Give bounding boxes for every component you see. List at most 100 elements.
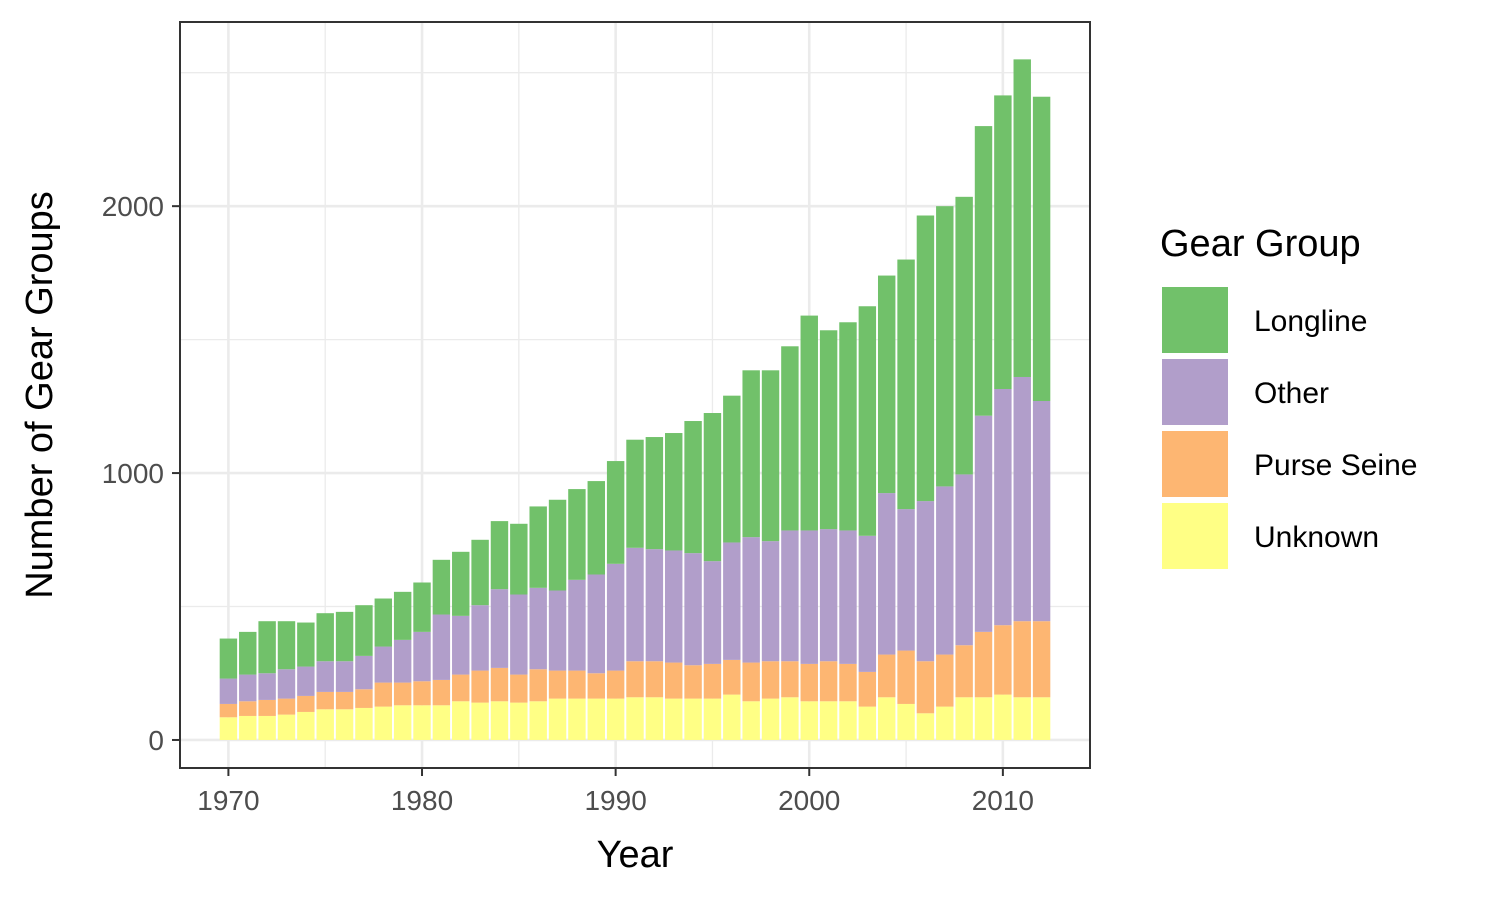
y-axis-title: Number of Gear Groups [19,191,61,599]
bar-segment-unknown [742,701,760,740]
bar-segment-other [355,655,373,690]
bar-segment-unknown [703,698,722,740]
bar-segment-unknown [781,697,799,740]
bar-segment-other [877,493,896,655]
bar-segment-longline [529,506,547,588]
bar-segment-longline [471,539,489,606]
bar-segment-other [742,537,760,663]
bar-segment-unknown [1013,697,1031,740]
bar-segment-other [393,639,412,683]
x-tick-label: 1990 [584,785,646,816]
bar-segment-other [239,674,257,702]
bar-segment-purse-seine [219,703,238,718]
bar-segment-longline [393,591,412,640]
bar-segment-purse-seine [877,654,896,698]
bar-segment-unknown [277,714,296,740]
bar-segment-other [1013,376,1031,622]
bar-segment-longline [665,433,683,551]
y-axis: 0 1000 2000 [102,191,180,756]
bar-segment-purse-seine [955,645,973,698]
bar-segment-longline [742,370,760,538]
bar-segment-unknown [858,706,877,740]
bar-segment-other [974,415,993,632]
bar-segment-other [665,550,683,663]
x-tick-label: 1970 [197,785,259,816]
bar-segment-other [413,631,431,682]
bar-segment-other [703,561,722,664]
bar-segment-other [800,530,818,664]
bar-segment-purse-seine [839,663,857,702]
legend-label: Unknown [1254,521,1379,554]
bar-segment-purse-seine [471,670,489,703]
bar-segment-unknown [684,698,702,740]
bar-segment-other [335,661,354,692]
y-tick-label: 1000 [102,458,164,489]
bar-segment-longline [568,489,586,580]
bar-segment-unknown [1032,697,1051,740]
bar-segment-other [490,589,509,668]
bar-segment-other [297,666,315,696]
bar-segment-purse-seine [819,661,838,702]
bar-segment-unknown [626,697,644,740]
legend-swatch-longline [1162,287,1228,353]
bar-segment-longline [626,439,644,548]
bar-segment-purse-seine [548,670,567,699]
bar-segment-longline [490,521,509,590]
bar-segment-longline [452,551,470,616]
bar-segment-purse-seine [858,671,877,707]
bar-segment-other [277,669,296,699]
bar-segment-purse-seine [916,661,935,714]
bar-segment-longline [1032,96,1051,402]
bar-segment-longline [548,499,567,591]
bar-segment-unknown [219,717,238,740]
bar-segment-other [781,530,799,662]
bar-segment-purse-seine [742,662,760,702]
bar-segment-other [626,547,644,662]
bar-segment-longline [432,559,451,615]
bar-segment-longline [839,322,857,531]
bar-segment-other [587,574,605,674]
legend-swatch-other [1162,359,1228,425]
bar-segment-unknown [471,702,489,740]
bar-segment-longline [587,481,605,575]
bar-segment-other [916,501,935,662]
bar-segment-purse-seine [258,699,276,716]
bar-segment-unknown [761,698,780,740]
bar-segment-purse-seine [665,662,683,699]
bar-segment-purse-seine [1013,621,1031,698]
bar-segment-unknown [897,703,915,740]
bar-segment-other [452,615,470,675]
legend-swatch-unknown [1162,503,1228,569]
bar-segment-purse-seine [393,682,412,706]
bar-segment-other [374,646,393,683]
bar-segment-longline [258,621,276,674]
bar-segment-purse-seine [355,689,373,708]
bar-segment-unknown [355,707,373,740]
bar-segment-unknown [877,697,896,740]
bar-segment-unknown [606,698,625,740]
bar-segment-other [645,549,664,662]
bar-segment-purse-seine [316,691,334,710]
bar-segment-unknown [297,711,315,740]
bar-segment-longline [374,598,393,647]
bar-segment-purse-seine [626,661,644,698]
bar-segment-other [858,535,877,672]
bar-segment-unknown [819,701,838,740]
bar-segment-longline [510,523,528,595]
bar-segment-purse-seine [761,661,780,699]
x-axis-title: Year [597,834,674,876]
bar-segment-unknown [936,706,954,740]
bar-segment-purse-seine [297,695,315,712]
bar-segment-unknown [800,701,818,740]
bar-segment-purse-seine [432,679,451,706]
bar-segment-other [955,474,973,646]
bar-segment-purse-seine [452,674,470,702]
bar-segment-other [568,579,586,671]
bar-segment-longline [645,437,664,550]
bar-segment-unknown [490,701,509,740]
bar-segment-other [510,594,528,675]
bar-segment-unknown [335,709,354,740]
bar-segment-unknown [568,698,586,740]
bar-segment-purse-seine [800,663,818,702]
